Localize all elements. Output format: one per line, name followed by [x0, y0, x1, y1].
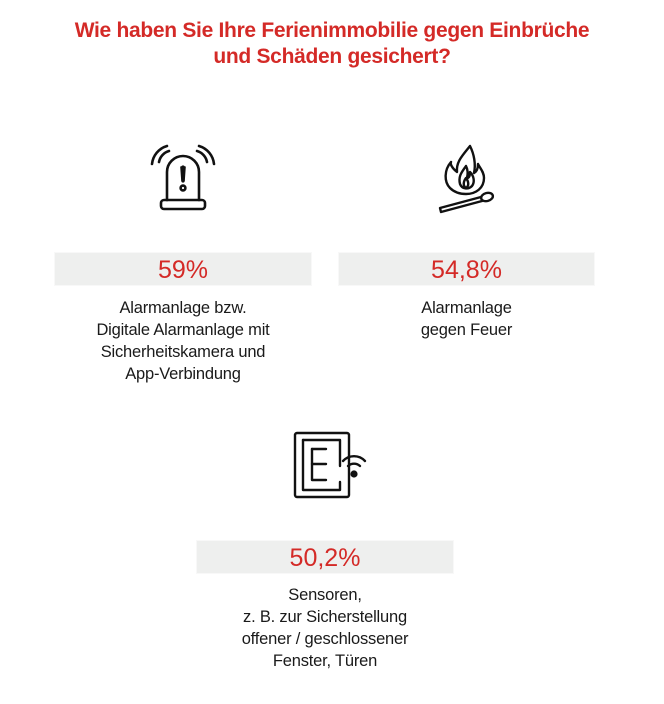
- stat-value-alarm: 59%: [54, 252, 312, 286]
- stat-label-alarm: Alarmanlage bzw. Digitale Alarmanlage mi…: [96, 299, 270, 383]
- stat-value-fire: 54,8%: [338, 252, 595, 286]
- alarm-siren-icon: [148, 140, 218, 212]
- fire-match-icon: [432, 140, 504, 214]
- stat-value-sensors: 50,2%: [196, 540, 454, 574]
- page-title: Wie haben Sie Ihre Ferienimmobilie gegen…: [0, 18, 664, 70]
- title-line-2: und Schäden gesichert?: [213, 45, 451, 68]
- door-sensor-icon: [290, 430, 370, 500]
- stat-label-fire: Alarmanlage gegen Feuer: [420, 299, 513, 339]
- stat-label-sensors: Sensoren, z. B. zur Sicherstellung offen…: [241, 586, 409, 670]
- title-line-1: Wie haben Sie Ihre Ferienimmobilie gegen…: [74, 19, 590, 42]
